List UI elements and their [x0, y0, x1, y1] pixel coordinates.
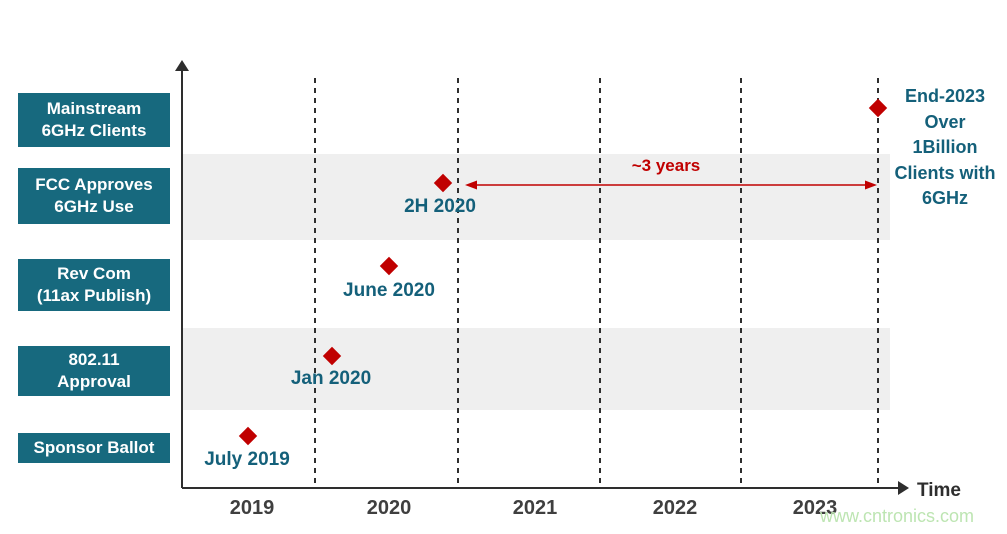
year-gridline-2021-2022	[599, 78, 601, 488]
category-box-rev-com: Rev Com (11ax Publish)	[18, 259, 170, 311]
x-axis-arrow-icon	[898, 481, 909, 495]
x-tick-2019: 2019	[229, 497, 275, 519]
milestone-label-2h-2020: 2H 2020	[404, 196, 476, 217]
year-gridline-2022-2023	[740, 78, 742, 488]
milestone-diamond-june-2020	[379, 256, 399, 276]
category-box-mainstream-clients: Mainstream 6GHz Clients	[18, 93, 170, 147]
x-axis-line	[182, 487, 900, 489]
milestone-label-june-2020: June 2020	[343, 280, 435, 301]
y-axis-arrow-icon	[175, 60, 189, 71]
milestone-diamond-july-2019	[238, 426, 258, 446]
x-tick-2022: 2022	[652, 497, 698, 519]
x-tick-2021: 2021	[512, 497, 558, 519]
milestone-label-jan-2020: Jan 2020	[290, 368, 372, 389]
row-band-fcc	[182, 154, 890, 240]
category-box-sponsor-ballot: Sponsor Ballot	[18, 433, 170, 463]
category-box-fcc-approves: FCC Approves 6GHz Use	[18, 168, 170, 224]
year-gridline-2019-2020	[314, 78, 316, 488]
x-axis-title: Time	[917, 480, 962, 501]
year-gridline-2023-end	[877, 78, 879, 488]
milestone-diamond-end-2023	[868, 98, 888, 118]
x-tick-2020: 2020	[366, 497, 412, 519]
y-axis-line	[181, 71, 183, 488]
category-box-80211-approval: 802.11 Approval	[18, 346, 170, 396]
milestone-label-july-2019: July 2019	[204, 449, 290, 470]
row-band-80211	[182, 328, 890, 410]
year-gridline-2020-2021	[457, 78, 459, 488]
x-tick-2023: 2023	[792, 497, 838, 519]
three-years-arrow-icon	[465, 180, 877, 190]
milestone-label-end-2023: End-2023 Over 1Billion Clients with 6GHz	[894, 86, 996, 209]
watermark-text: www.cntronics.com	[820, 506, 975, 526]
three-years-label: ~3 years	[631, 156, 701, 175]
